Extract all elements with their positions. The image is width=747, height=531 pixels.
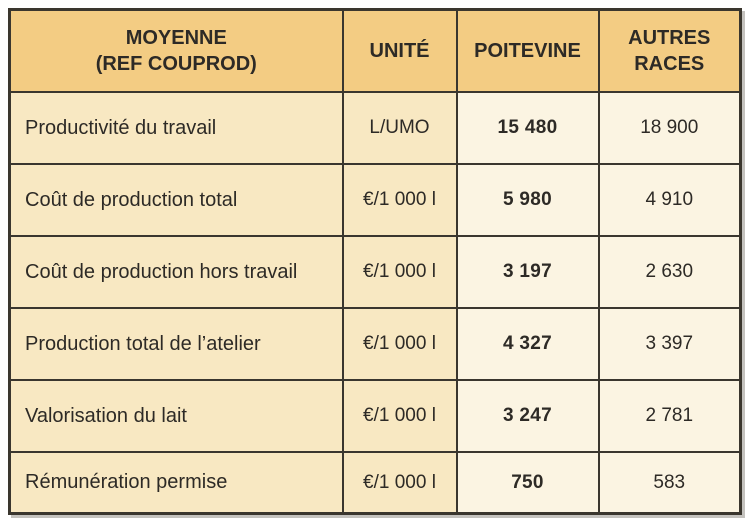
row-label: Rémunération permise: [8, 451, 344, 515]
header-row: MOYENNE (REF COUPROD) UNITÉ POITEVINE AU…: [8, 8, 742, 93]
header-moyenne: MOYENNE (REF COUPROD): [8, 8, 344, 93]
row-poitevine-value: 3 197: [455, 235, 600, 310]
table-row: Valorisation du lait €/1 000 l 3 247 2 7…: [8, 379, 742, 454]
row-autres-value: 583: [597, 451, 742, 515]
table-row: Coût de production total €/1 000 l 5 980…: [8, 163, 742, 238]
header-moyenne-line1: MOYENNE: [125, 27, 227, 49]
row-poitevine-value: 5 980: [455, 163, 600, 238]
header-autres-races: AUTRES RACES: [597, 8, 742, 93]
row-label: Valorisation du lait: [8, 379, 344, 454]
row-unit: €/1 000 l: [341, 307, 458, 382]
row-label: Production total de l’atelier: [8, 307, 344, 382]
row-poitevine-value: 750: [455, 451, 600, 515]
row-autres-value: 4 910: [597, 163, 742, 238]
table-row: Coût de production hors travail €/1 000 …: [8, 235, 742, 310]
row-poitevine-value: 4 327: [455, 307, 600, 382]
row-unit: €/1 000 l: [341, 163, 458, 238]
header-poitevine: POITEVINE: [455, 8, 600, 93]
row-unit: €/1 000 l: [341, 235, 458, 310]
row-unit: €/1 000 l: [341, 451, 458, 515]
row-unit: L/UMO: [341, 90, 458, 166]
row-label: Productivité du travail: [8, 90, 344, 166]
table-row: Productivité du travail L/UMO 15 480 18 …: [8, 90, 742, 166]
header-autres-line2: RACES: [634, 53, 705, 75]
header-unite: UNITÉ: [341, 8, 458, 93]
header-moyenne-line2: (REF COUPROD): [95, 53, 257, 75]
table-row: Rémunération permise €/1 000 l 750 583: [8, 451, 742, 515]
table-row: Production total de l’atelier €/1 000 l …: [8, 307, 742, 382]
row-label: Coût de production total: [8, 163, 344, 238]
row-autres-value: 2 781: [597, 379, 742, 454]
row-poitevine-value: 3 247: [455, 379, 600, 454]
row-label: Coût de production hors travail: [8, 235, 344, 310]
header-autres-line1: AUTRES: [628, 27, 711, 49]
row-autres-value: 18 900: [597, 90, 742, 166]
row-poitevine-value: 15 480: [455, 90, 600, 166]
row-autres-value: 2 630: [597, 235, 742, 310]
row-autres-value: 3 397: [597, 307, 742, 382]
row-unit: €/1 000 l: [341, 379, 458, 454]
couprod-comparison-table: MOYENNE (REF COUPROD) UNITÉ POITEVINE AU…: [8, 8, 742, 515]
